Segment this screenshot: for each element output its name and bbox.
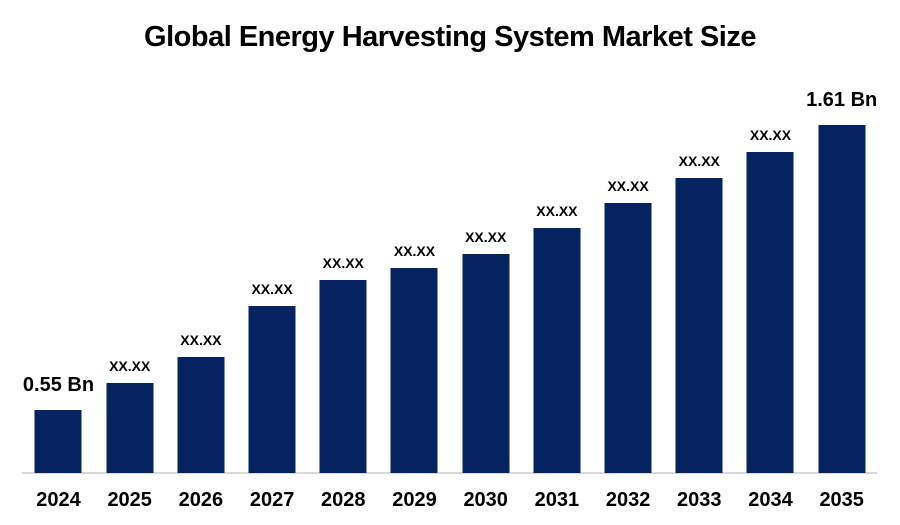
bar [746,152,794,473]
x-axis-tick-label: 2025 [107,489,152,511]
bar-value-label: XX.XX [393,243,436,259]
bar-group: XX.XX 2029 [379,243,450,511]
bar-group: XX.XX 2030 [450,229,521,511]
bar-group: XX.XX 2025 [94,358,165,511]
bar [248,306,296,473]
bar-group: 1.61 Bn 2035 [806,89,877,511]
x-axis-tick-label: 2031 [534,489,580,511]
bar-value-label: XX.XX [322,255,364,271]
bar-value-label: XX.XX [465,229,507,245]
x-axis-tick-label: 2034 [748,489,793,511]
chart-title: Global Energy Harvesting System Market S… [144,21,756,53]
x-axis-tick-label: 2028 [321,489,366,511]
x-axis-tick-label: 2033 [677,489,722,511]
bar-value-label: XX.XX [536,203,578,219]
bar [818,125,866,473]
bar-group: XX.XX 2032 [593,178,664,511]
bar-group: 0.55 Bn 2024 [23,374,94,511]
bar [675,178,723,473]
x-axis-tick-label: 2027 [249,489,295,511]
bar-value-label: XX.XX [109,358,151,374]
x-axis-tick-label: 2026 [178,489,224,511]
x-axis-tick-label: 2035 [819,489,864,511]
bar [604,203,652,473]
bar-group: XX.XX 2028 [308,255,379,511]
bar-value-label: XX.XX [180,332,222,348]
x-axis-tick-label: 2024 [36,489,81,511]
bar [319,280,367,473]
bar-value-label: XX.XX [678,153,720,169]
bar [390,268,438,473]
bar [34,410,82,473]
x-axis-tick-label: 2030 [463,489,508,511]
bar [462,254,510,473]
bar-group: XX.XX 2034 [735,127,806,511]
bar-group: XX.XX 2027 [237,281,308,511]
bar-value-label: XX.XX [251,281,293,297]
bar [177,357,225,473]
x-axis-line [22,472,877,474]
bar-value-label: XX.XX [749,127,792,143]
bar-group: XX.XX 2026 [165,332,236,511]
bar-group: XX.XX 2031 [521,203,592,511]
x-axis-tick-label: 2029 [392,489,437,511]
bar-value-label: 1.61 Bn [806,89,878,111]
bar-group: XX.XX 2033 [664,153,735,511]
bar [533,228,581,473]
bar-value-label: XX.XX [607,178,649,194]
x-axis-tick-label: 2032 [605,489,651,511]
bar-value-label: 0.55 Bn [22,374,95,396]
bar [106,383,154,473]
